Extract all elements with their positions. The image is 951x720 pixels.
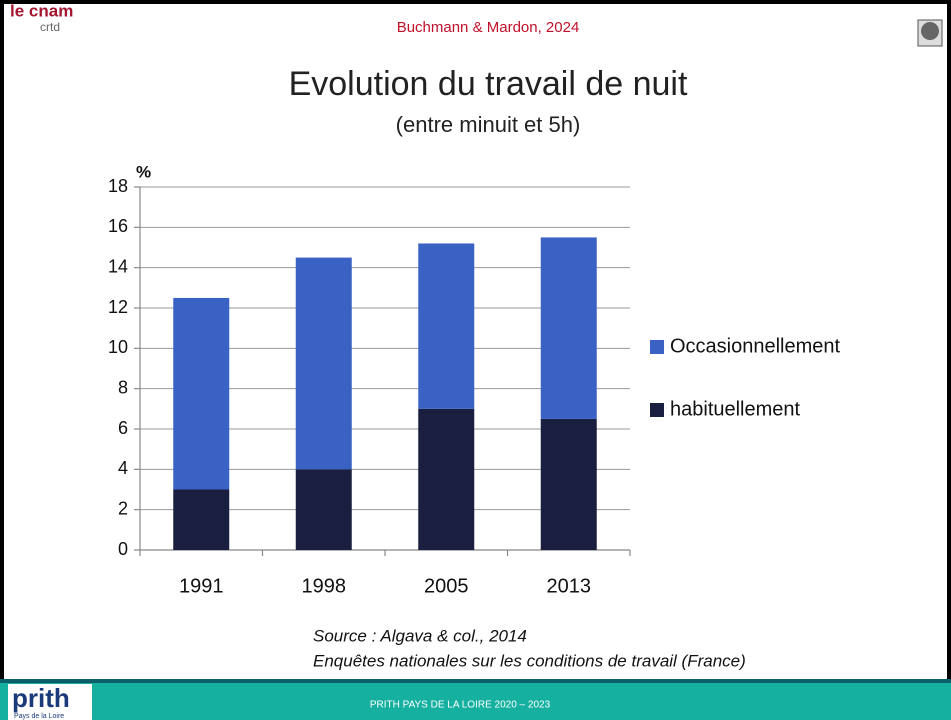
x-tick-label: 2013: [547, 575, 592, 597]
y-tick-label: 4: [118, 458, 128, 478]
bar-segment: [418, 408, 475, 550]
legend-swatch: [650, 403, 664, 417]
chart-title: Evolution du travail de nuit: [289, 65, 688, 103]
x-tick-label: 2005: [424, 575, 469, 597]
prith-logo: prith: [12, 683, 70, 713]
x-tick-label: 1998: [302, 575, 347, 597]
bar-segment: [295, 257, 352, 470]
legend-swatch: [650, 340, 664, 354]
y-axis-label: %: [136, 162, 151, 181]
y-tick-label: 10: [108, 337, 128, 357]
y-tick-label: 12: [108, 297, 128, 317]
bar-segment: [295, 469, 352, 550]
x-tick-label: 1991: [179, 575, 224, 597]
chart-subtitle: (entre minuit et 5h): [396, 112, 581, 137]
bar-segment: [173, 489, 230, 550]
prith-logo-sub: Pays de la Loire: [14, 713, 64, 720]
y-tick-label: 8: [118, 377, 128, 397]
bar-segment: [540, 237, 597, 419]
y-tick-label: 16: [108, 216, 128, 236]
y-tick-label: 2: [118, 498, 128, 518]
legend-label: habituellement: [670, 398, 801, 420]
footer-band: [0, 683, 951, 720]
bar-segment: [173, 297, 230, 490]
cnam-logo-sub: crtd: [40, 20, 60, 34]
y-tick-label: 18: [108, 176, 128, 196]
creapt-icon: [917, 19, 943, 47]
citation: Buchmann & Mardon, 2024: [397, 19, 580, 36]
legend-label: Occasionnellement: [670, 335, 841, 357]
y-tick-label: 14: [108, 256, 128, 276]
source-line: Source : Algava & col., 2014: [313, 626, 527, 645]
bar-segment: [540, 418, 597, 550]
footer-text: PRITH PAYS DE LA LOIRE 2020 – 2023: [370, 700, 551, 711]
cnam-logo: le cnam: [10, 1, 73, 20]
bar-segment: [418, 243, 475, 409]
y-tick-label: 6: [118, 418, 128, 438]
prith-logo-box: [8, 684, 92, 720]
footer-rule: [0, 679, 951, 683]
source-line: Enquêtes nationales sur les conditions d…: [313, 651, 746, 670]
y-tick-label: 0: [118, 539, 128, 559]
